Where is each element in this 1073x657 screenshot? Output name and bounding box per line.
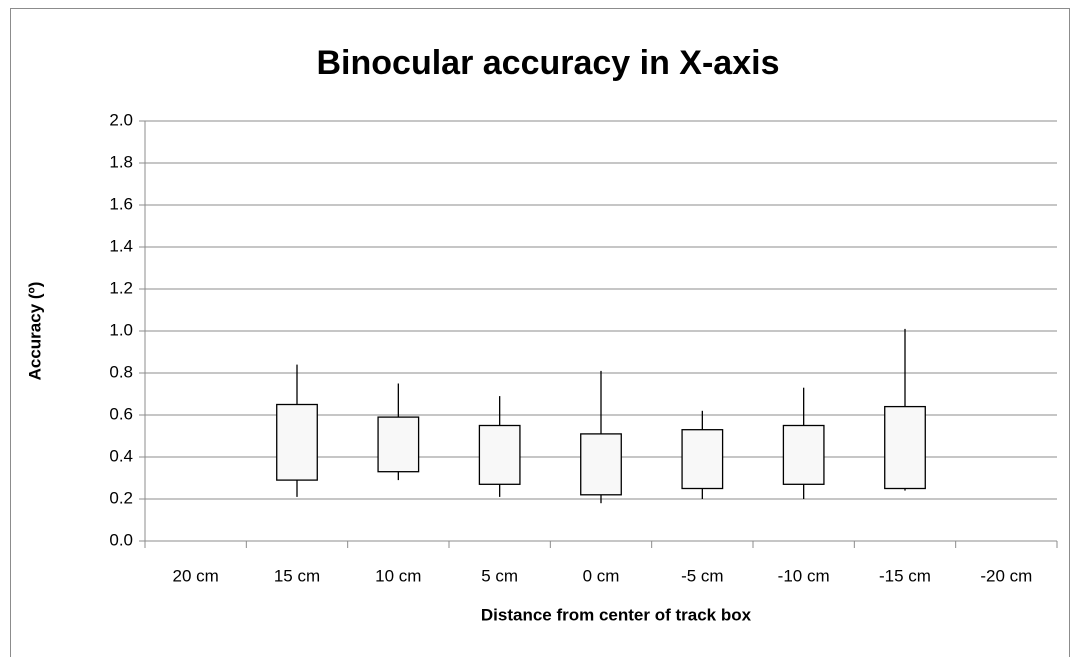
box <box>681 429 724 490</box>
y-tick-label: 1.4 <box>109 236 133 255</box>
x-tick-label: -15 cm <box>879 566 931 585</box>
box <box>580 433 622 496</box>
box <box>478 424 521 485</box>
y-axis-label: Accuracy (º) <box>25 282 44 381</box>
x-tick-label: -10 cm <box>778 566 830 585</box>
y-tick-label: 0.0 <box>109 530 133 549</box>
y-tick-label: 0.8 <box>109 362 133 381</box>
y-tick-label: 1.6 <box>109 194 133 213</box>
chart-border <box>10 8 1070 657</box>
x-tick-label: 20 cm <box>173 566 219 585</box>
y-tick-label: 1.2 <box>109 278 133 297</box>
y-tick-label: 0.4 <box>109 446 133 465</box>
x-tick-label: 10 cm <box>375 566 421 585</box>
y-tick-label: 1.8 <box>109 152 133 171</box>
box <box>884 405 926 490</box>
chart-title: Binocular accuracy in X-axis <box>317 44 780 82</box>
box <box>782 424 825 485</box>
x-tick-label: -5 cm <box>681 566 724 585</box>
y-tick-label: 2.0 <box>109 110 133 129</box>
box <box>276 403 318 481</box>
y-tick-label: 1.0 <box>109 320 133 339</box>
x-tick-label: 5 cm <box>481 566 518 585</box>
x-tick-label: 0 cm <box>583 566 620 585</box>
x-axis-label: Distance from center of track box <box>481 605 752 624</box>
x-tick-label: 15 cm <box>274 566 320 585</box>
y-tick-label: 0.6 <box>109 404 133 423</box>
box <box>377 416 420 473</box>
y-tick-label: 0.2 <box>109 488 133 507</box>
x-tick-label: -20 cm <box>980 566 1032 585</box>
